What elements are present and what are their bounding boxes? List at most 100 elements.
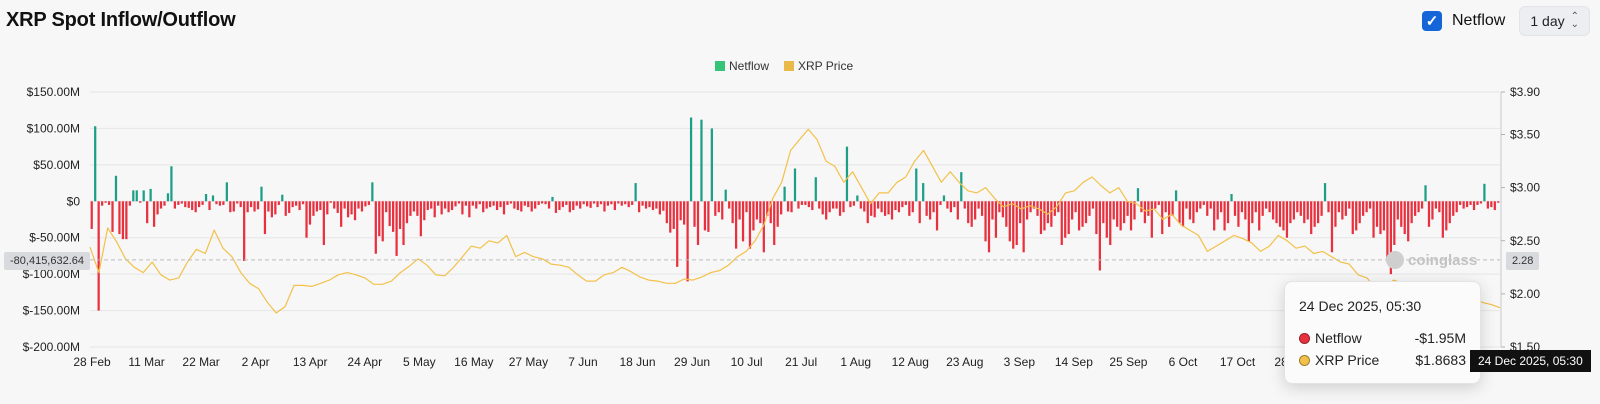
chart-controls: ✓ Netflow 1 day ⌃ ⌄ (1422, 6, 1590, 36)
outflow-bar (1372, 201, 1375, 238)
x-tick-label: 5 May (403, 355, 436, 369)
outflow-bar (800, 201, 804, 205)
outflow-bar (1008, 201, 1011, 242)
outflow-bar (249, 201, 253, 208)
outflow-bar (357, 201, 360, 209)
outflow-bar (253, 201, 256, 212)
outflow-bar (561, 201, 565, 208)
outflow-bar (1358, 201, 1361, 224)
x-tick-label: 29 Jun (674, 355, 710, 369)
outflow-bar (1403, 201, 1406, 235)
checkmark-icon: ✓ (1425, 12, 1439, 30)
y-left-tick-label: $50.00M (33, 158, 80, 172)
outflow-bar (1025, 201, 1029, 220)
outflow-bar (101, 201, 104, 206)
outflow-bar (90, 201, 93, 229)
outflow-bar (1337, 201, 1341, 213)
outflow-bar (866, 201, 869, 224)
outflow-bar (1441, 201, 1444, 238)
chart-legend: Netflow XRP Price (715, 59, 853, 73)
outflow-bar (946, 201, 949, 209)
netflow-checkbox-label[interactable]: Netflow (1452, 12, 1506, 29)
inflow-bar (135, 190, 138, 202)
outflow-bar (340, 201, 343, 227)
outflow-bar (381, 201, 384, 242)
inflow-bar (942, 195, 946, 202)
outflow-bar (1129, 201, 1133, 231)
outflow-bar (1237, 201, 1240, 227)
crosshair-x-label: 24 Dec 2025, 05:30 (1470, 350, 1591, 372)
outflow-bar (977, 201, 980, 209)
tooltip-date: 24 Dec 2025, 05:30 (1299, 298, 1422, 314)
outflow-bar (1310, 201, 1313, 235)
legend-swatch[interactable] (784, 61, 794, 71)
inflow-bar (149, 188, 152, 202)
outflow-bar (568, 201, 571, 213)
legend-label[interactable]: XRP Price (798, 59, 853, 73)
outflow-bar (107, 201, 111, 205)
inflow-bar (710, 128, 713, 202)
interval-select[interactable]: 1 day ⌃ ⌄ (1519, 6, 1590, 36)
outflow-bar (1410, 201, 1413, 224)
outflow-bar (728, 201, 731, 209)
outflow-bar (939, 201, 942, 205)
outflow-bar (308, 201, 312, 225)
outflow-bar (392, 201, 395, 232)
outflow-bar (1306, 201, 1309, 220)
outflow-bar (762, 201, 765, 253)
outflow-bar (423, 201, 426, 221)
outflow-bar (1389, 201, 1392, 275)
outflow-bar (1081, 201, 1084, 227)
x-tick-label: 7 Jun (568, 355, 597, 369)
outflow-bar (243, 201, 246, 262)
outflow-bar (717, 201, 720, 213)
inflow-bar (114, 175, 118, 202)
outflow-bar (1133, 201, 1136, 220)
y-left-tick-label: $150.00M (27, 85, 80, 99)
outflow-bar (863, 201, 866, 212)
outflow-bar (1320, 201, 1323, 216)
outflow-bar (180, 201, 183, 204)
outflow-bar (402, 201, 405, 245)
outflow-bar (198, 201, 201, 208)
watermark-text: coinglass (1408, 251, 1478, 269)
outflow-bar (586, 201, 589, 207)
outflow-bar (405, 201, 409, 224)
outflow-bar (485, 201, 488, 209)
outflow-bar (1368, 201, 1372, 209)
chevron-up-down-icon: ⌃ ⌄ (1570, 11, 1579, 30)
outflow-bar (416, 201, 419, 216)
outflow-bar (880, 201, 883, 213)
tooltip-price-label: XRP Price (1315, 352, 1380, 368)
outflow-bar (475, 201, 478, 209)
outflow-bar (495, 201, 499, 211)
legend-swatch[interactable] (715, 61, 725, 71)
outflow-bar (755, 201, 759, 220)
outflow-bar (1077, 201, 1081, 231)
outflow-bar (1012, 201, 1015, 249)
outflow-bar (904, 201, 907, 205)
outflow-bar (274, 201, 277, 215)
y-right-tick-label: $2.50 (1510, 234, 1540, 248)
outflow-bar (1303, 201, 1306, 224)
outflow-bar (1116, 201, 1119, 227)
outflow-bar (918, 201, 921, 224)
crosshair-left-value: -80,415,632.64 (4, 252, 91, 270)
outflow-bar (222, 201, 225, 205)
legend-label[interactable]: Netflow (729, 59, 769, 73)
outflow-bar (565, 201, 568, 205)
netflow-checkbox[interactable]: ✓ (1422, 11, 1442, 31)
x-tick-label: 12 Aug (892, 355, 929, 369)
inflow-bar (551, 196, 554, 202)
outflow-bar (554, 201, 558, 213)
outflow-bar (544, 201, 547, 205)
outflow-bar (1362, 201, 1365, 216)
outflow-bar (624, 201, 627, 205)
outflow-bar (1316, 201, 1320, 224)
outflow-bar (974, 201, 977, 220)
outflow-bar (1278, 201, 1282, 227)
outflow-bar (1431, 201, 1434, 220)
outflow-bar (658, 201, 662, 215)
outflow-bar (1019, 201, 1022, 224)
